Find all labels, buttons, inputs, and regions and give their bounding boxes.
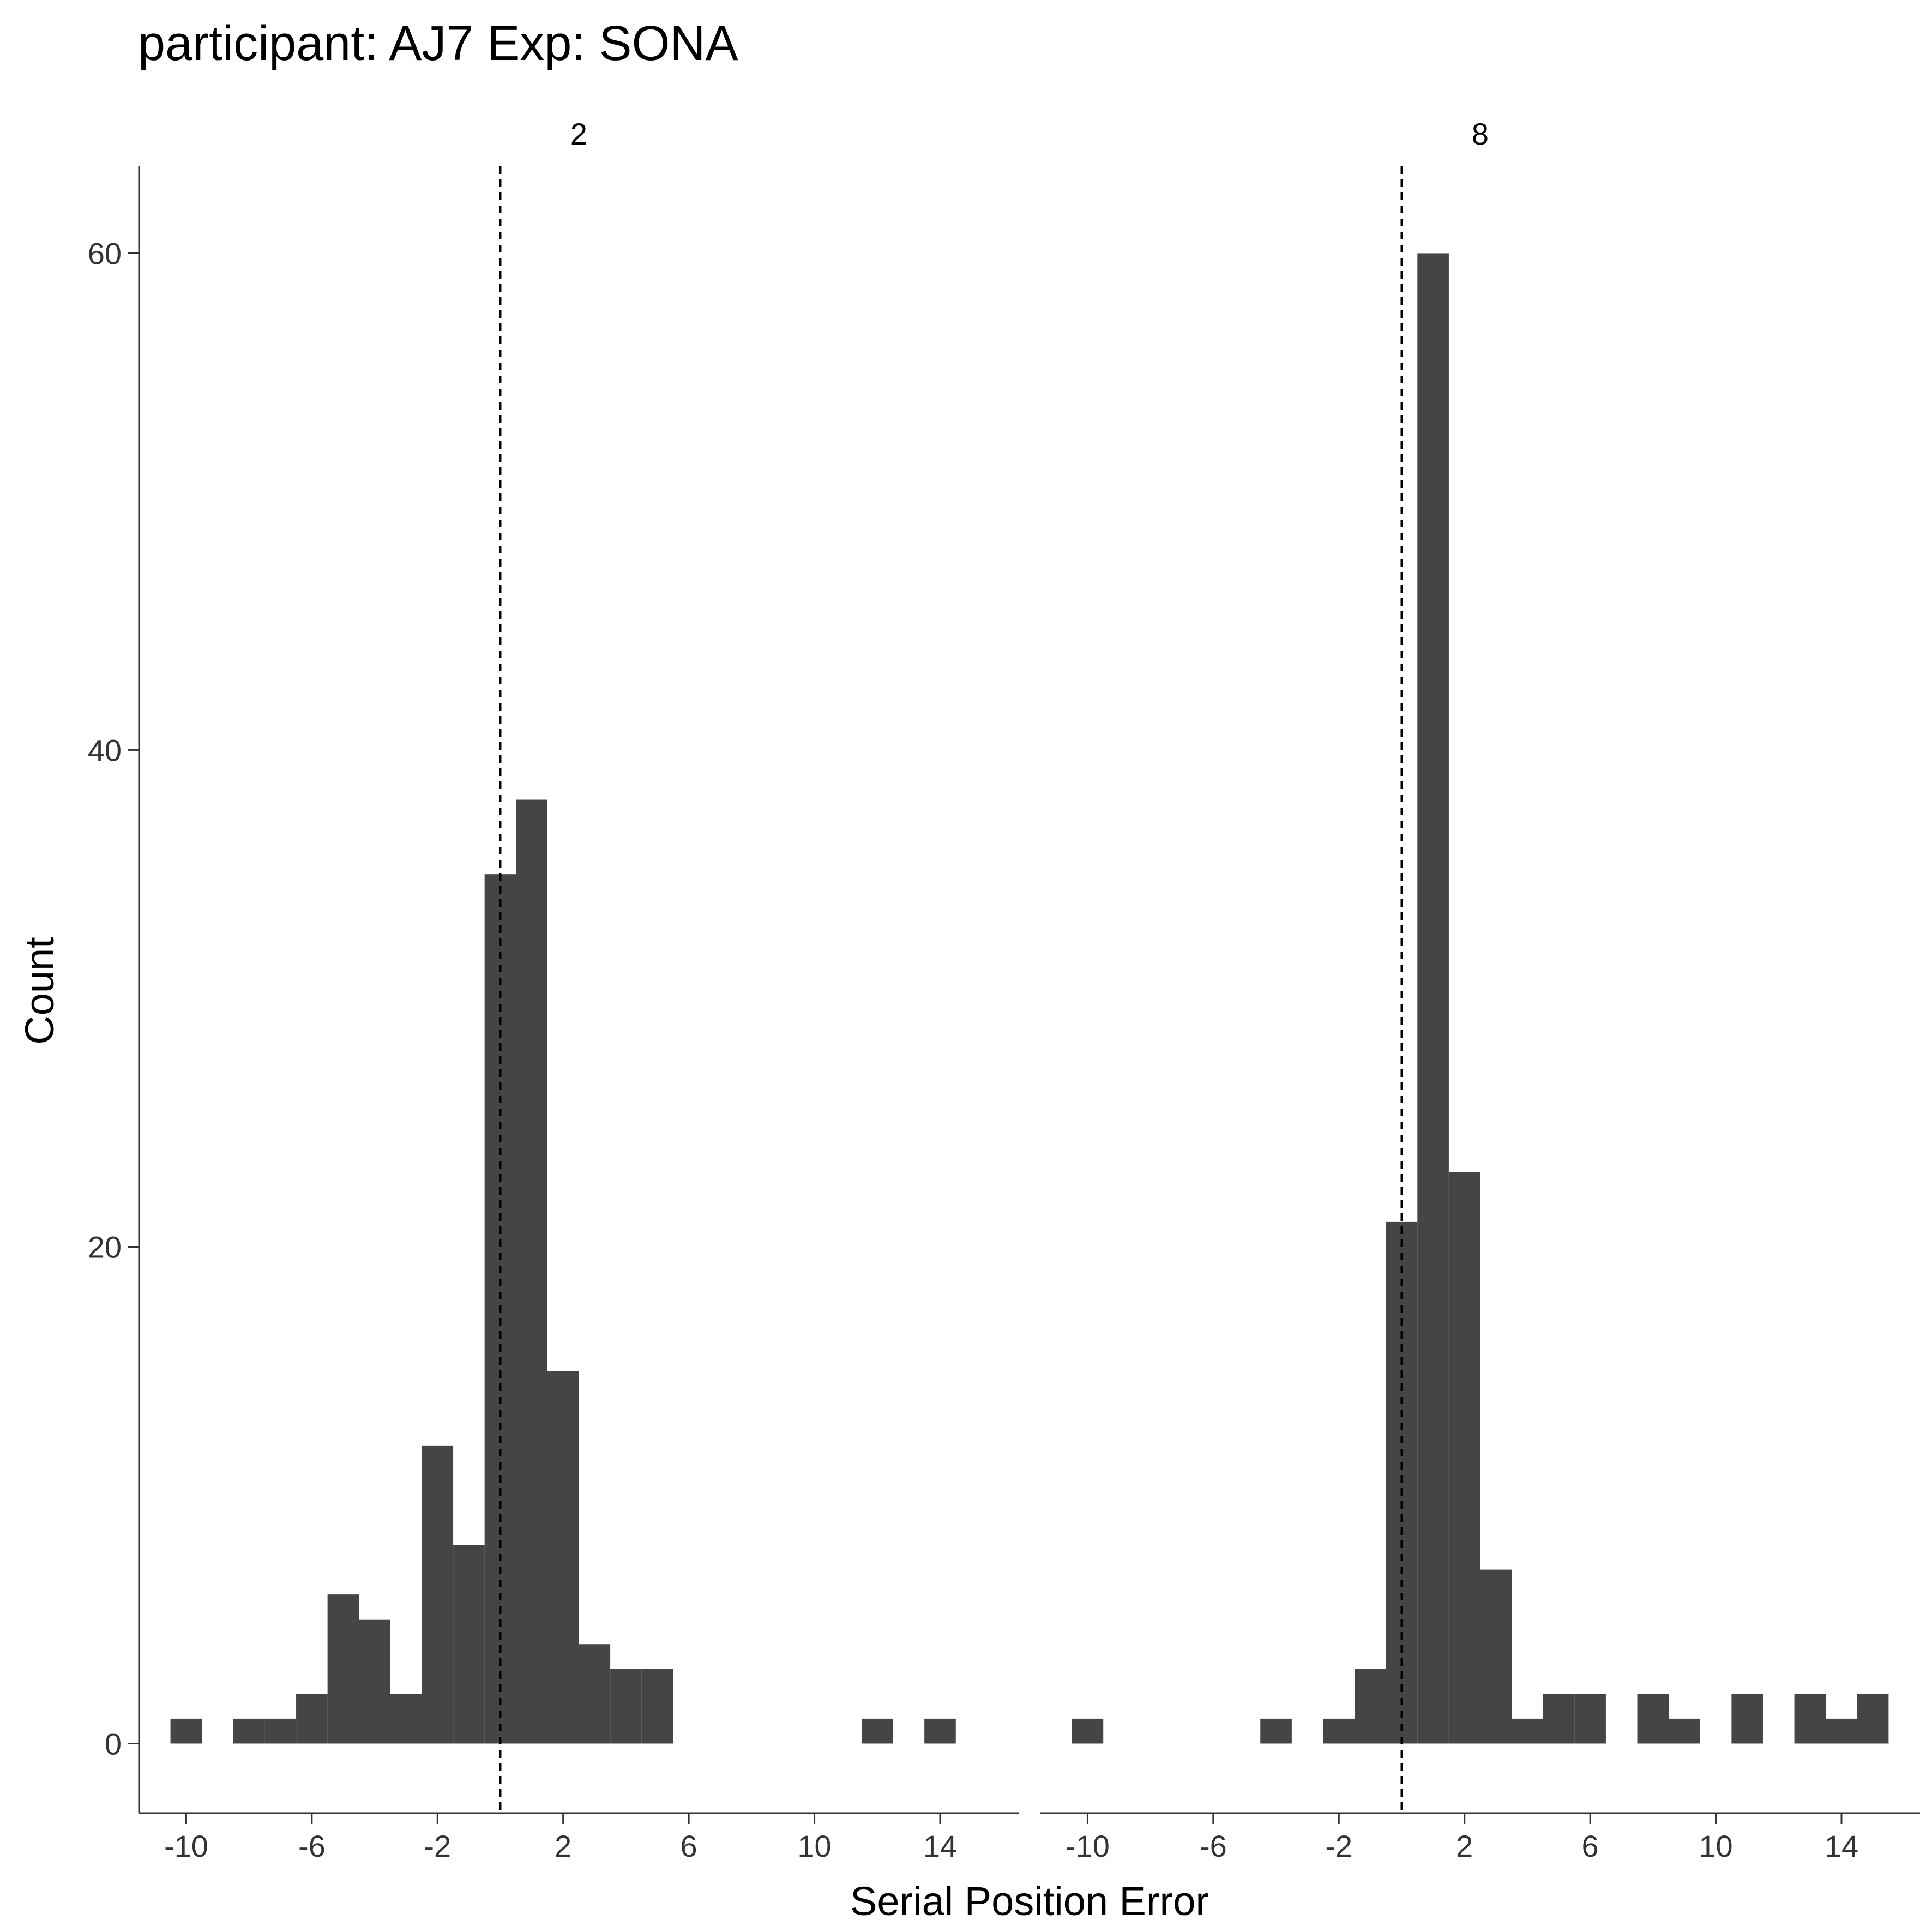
x-tick-label: 10 [797, 1829, 831, 1863]
chart-title: participant: AJ7 Exp: SONA [138, 16, 738, 71]
x-tick-label: 14 [1825, 1829, 1858, 1863]
histogram-bar [1857, 1694, 1889, 1744]
y-axis-label: Count [17, 937, 62, 1045]
y-tick-label: 0 [105, 1726, 122, 1761]
x-axis-label: Serial Position Error [850, 1879, 1209, 1924]
histogram-bar [1669, 1718, 1700, 1744]
x-tick-label: 2 [1456, 1829, 1473, 1863]
x-tick-label: -6 [1200, 1829, 1227, 1863]
histogram-bar [1355, 1669, 1386, 1744]
histogram-bar [1826, 1718, 1857, 1744]
histogram-bar [1731, 1694, 1763, 1744]
y-tick-label: 60 [88, 236, 122, 270]
panel-right: 8 -10 -6 -2 2 6 10 14 [1040, 117, 1920, 1863]
histogram-bar [422, 1445, 454, 1744]
x-tick-label: 10 [1699, 1829, 1732, 1863]
histogram-bar [1637, 1694, 1669, 1744]
histogram-bar [233, 1718, 265, 1744]
histogram-bar [390, 1694, 422, 1744]
x-tick-label: -10 [164, 1829, 208, 1863]
y-tick-label: 20 [88, 1230, 122, 1264]
histogram-bar [1260, 1718, 1292, 1744]
histogram-bar [1512, 1718, 1543, 1744]
histogram-bar [327, 1594, 359, 1744]
facet-label: 2 [570, 117, 587, 151]
histogram-bar [516, 799, 547, 1744]
x-tick-label: -10 [1066, 1829, 1110, 1863]
histogram-bar [453, 1545, 485, 1744]
histogram-bar [264, 1718, 297, 1744]
histogram-bar [1323, 1718, 1355, 1744]
x-tick-label: -2 [424, 1829, 451, 1863]
histogram-bar [1072, 1718, 1104, 1744]
histogram-bar [579, 1644, 611, 1744]
histogram-bar [1543, 1694, 1575, 1744]
histogram-bar [1480, 1569, 1512, 1744]
facet-label: 8 [1472, 117, 1489, 151]
panel-left: 2 -10 -6 -2 2 6 10 14 [139, 117, 1019, 1863]
histogram-bar [547, 1371, 579, 1744]
histogram-bar [861, 1718, 893, 1744]
histogram-bar [1794, 1694, 1826, 1744]
histogram-bar [1417, 253, 1449, 1744]
histogram-bar [359, 1619, 390, 1744]
histogram-bar [1448, 1172, 1480, 1744]
y-axis: 0 20 40 60 [88, 166, 140, 1813]
x-tick-label: 6 [681, 1829, 697, 1863]
histogram-bar [296, 1694, 328, 1744]
histogram-bar [170, 1718, 202, 1744]
histogram-bar [924, 1718, 956, 1744]
histogram-bar [641, 1669, 673, 1744]
histogram-bar [610, 1669, 642, 1744]
histogram-bar [1574, 1694, 1606, 1744]
x-tick-label: -2 [1325, 1829, 1352, 1863]
x-tick-label: 6 [1582, 1829, 1599, 1863]
x-tick-label: 14 [923, 1829, 957, 1863]
x-tick-label: -6 [298, 1829, 326, 1863]
x-tick-label: 2 [555, 1829, 571, 1863]
y-tick-label: 40 [88, 733, 122, 767]
